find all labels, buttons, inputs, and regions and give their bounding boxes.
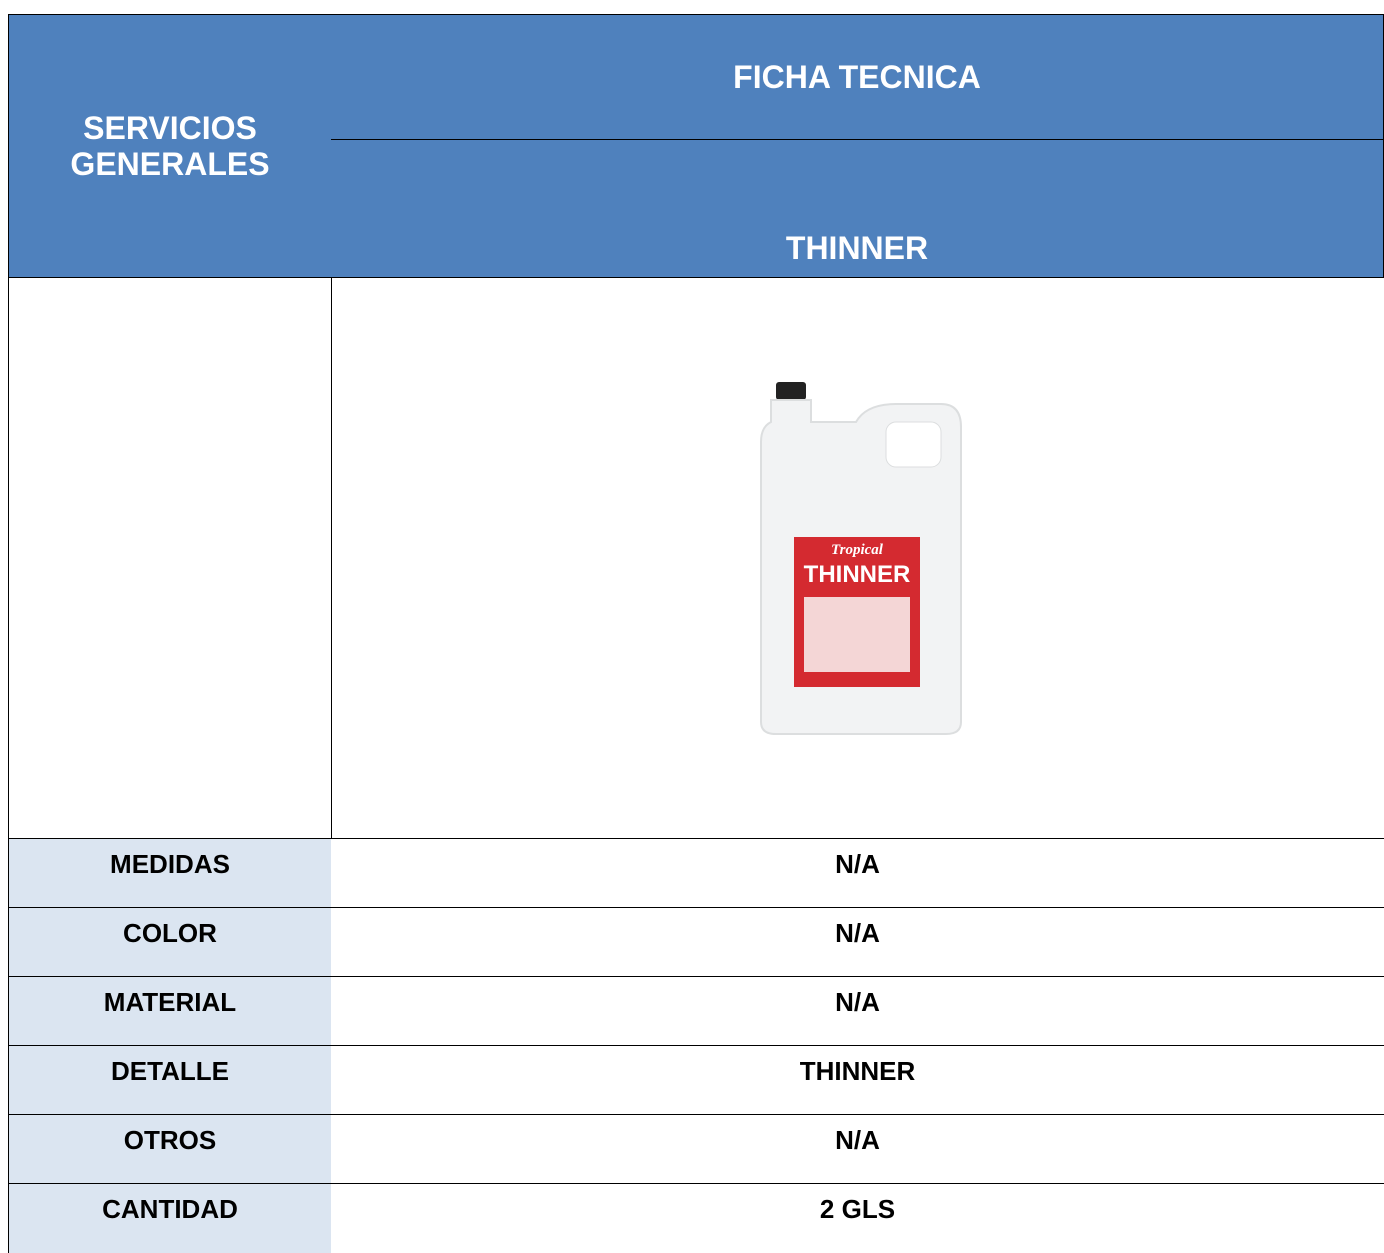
subtitle: THINNER [785, 230, 929, 266]
row-value: N/A [331, 838, 1384, 908]
row-value-text: N/A [835, 918, 880, 948]
row-label: MEDIDAS [8, 838, 332, 908]
product-image: Tropical THINNER [760, 382, 962, 735]
row-label-text: COLOR [123, 918, 217, 948]
title: FICHA TECNICA [733, 58, 981, 95]
cap [776, 382, 806, 400]
row-value-text: N/A [835, 1125, 880, 1155]
row-value: N/A [331, 1114, 1384, 1184]
row-value: N/A [331, 976, 1384, 1046]
title-cell: FICHA TECNICA [331, 14, 1384, 140]
row-label-text: OTROS [123, 1125, 217, 1155]
label-brand: Tropical [831, 542, 884, 558]
image-cell: Tropical THINNER [331, 277, 1384, 839]
row-label: OTROS [8, 1114, 332, 1184]
image-left-cell [8, 277, 332, 839]
row-label: CANTIDAD [8, 1183, 332, 1253]
row-value-text: N/A [835, 849, 880, 879]
row-value-text: THINNER [799, 1056, 916, 1086]
subtitle-cell: THINNER [331, 139, 1384, 278]
handle-hole [885, 421, 942, 468]
row-label-text: MATERIAL [103, 987, 237, 1017]
left-title-cell: SERVICIOS GENERALES [8, 14, 332, 278]
row-label: COLOR [8, 907, 332, 977]
row-label: DETALLE [8, 1045, 332, 1115]
row-value: N/A [331, 907, 1384, 977]
row-label-text: MEDIDAS [110, 849, 230, 879]
left-title: SERVICIOS GENERALES [70, 110, 270, 182]
row-label-text: DETALLE [111, 1056, 229, 1086]
row-value: 2 GLS [331, 1183, 1384, 1253]
row-value-text: 2 GLS [819, 1194, 896, 1224]
row-value: THINNER [331, 1045, 1384, 1115]
label-panel [804, 597, 910, 672]
row-value-text: N/A [835, 987, 880, 1017]
row-label-text: CANTIDAD [102, 1194, 238, 1224]
row-label: MATERIAL [8, 976, 332, 1046]
label-product: THINNER [804, 561, 911, 588]
